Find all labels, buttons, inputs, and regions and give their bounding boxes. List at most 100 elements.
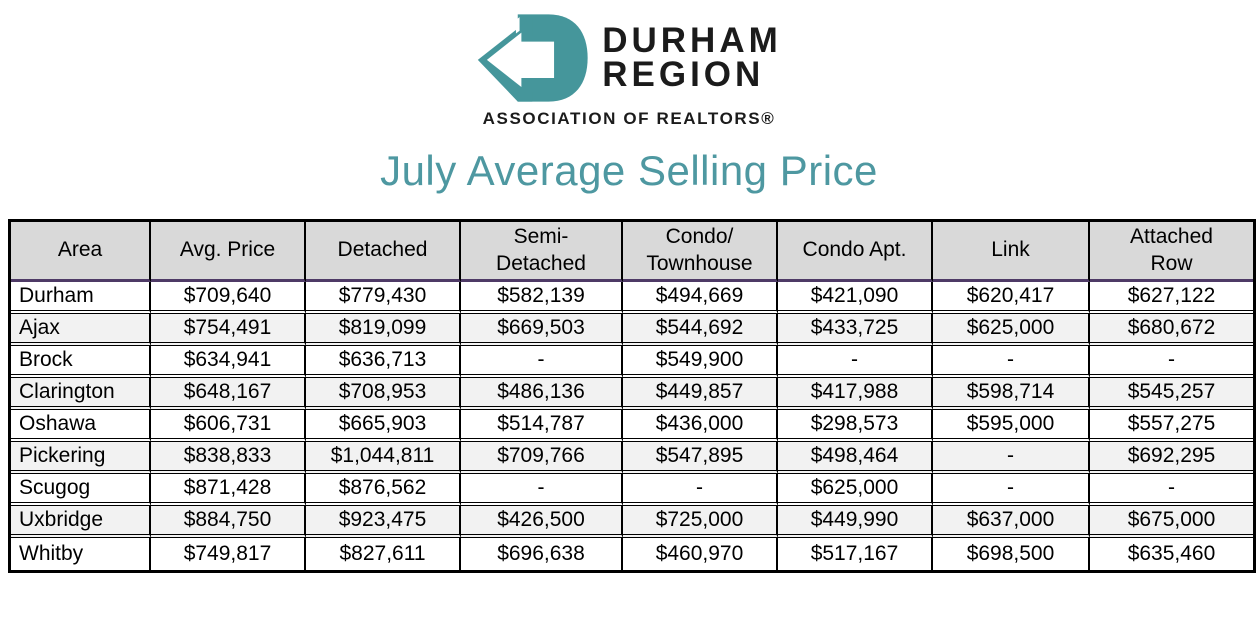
price-cell: $620,417 (933, 282, 1090, 314)
price-cell: $725,000 (623, 506, 778, 538)
column-header-area: Area (11, 222, 151, 282)
column-header-avg-price: Avg. Price (151, 222, 306, 282)
logo-wordmark: DURHAM REGION (602, 21, 782, 94)
price-cell: $514,787 (461, 410, 623, 442)
price-cell: $779,430 (306, 282, 461, 314)
area-cell: Ajax (11, 314, 151, 346)
page-title: July Average Selling Price (380, 147, 878, 194)
column-header-detached: Detached (306, 222, 461, 282)
price-cell: $557,275 (1090, 410, 1253, 442)
price-cell: $698,500 (933, 538, 1090, 570)
table-row: Ajax $754,491 $819,099 $669,503 $544,692 $433… (11, 314, 1253, 346)
price-cell: $417,988 (778, 378, 933, 410)
table-row: Durham $709,640 $779,430 $582,139 $494,669 $4… (11, 282, 1253, 314)
price-cell: $838,833 (151, 442, 306, 474)
price-cell: $819,099 (306, 314, 461, 346)
price-cell: $494,669 (623, 282, 778, 314)
logo-word-region: REGION (602, 55, 765, 94)
price-table: Area Avg. Price Detached Semi- Detached … (8, 219, 1256, 573)
table-row: Clarington $648,167 $708,953 $486,136 $449,8… (11, 378, 1253, 410)
price-cell: - (933, 346, 1090, 378)
price-cell: - (1090, 474, 1253, 506)
price-cell: $582,139 (461, 282, 623, 314)
logo-word-durham: DURHAM (602, 21, 782, 61)
price-cell: $876,562 (306, 474, 461, 506)
price-cell: $827,611 (306, 538, 461, 570)
price-cell: - (1090, 346, 1253, 378)
price-cell: $460,970 (623, 538, 778, 570)
price-cell: - (778, 346, 933, 378)
logo-subtitle: ASSOCIATION OF REALTORS® (482, 109, 776, 128)
price-cell: - (461, 346, 623, 378)
price-cell: $871,428 (151, 474, 306, 506)
price-cell: $426,500 (461, 506, 623, 538)
logo-top: DURHAM REGION (476, 10, 782, 106)
price-cell: $498,464 (778, 442, 933, 474)
area-cell: Oshawa (11, 410, 151, 442)
area-cell: Uxbridge (11, 506, 151, 538)
price-cell: $754,491 (151, 314, 306, 346)
price-cell: $709,640 (151, 282, 306, 314)
durham-region-logo: DURHAM REGION ASSOCIATION OF REALTORS® (0, 10, 1258, 129)
table-row: Brock $634,941 $636,713- $549,900- - - (11, 346, 1253, 378)
price-cell: $606,731 (151, 410, 306, 442)
price-cell: $665,903 (306, 410, 461, 442)
table-row: Whitby $749,817 $827,611 $696,638 $460,970 $5… (11, 538, 1253, 570)
price-cell: $544,692 (623, 314, 778, 346)
area-cell: Whitby (11, 538, 151, 570)
column-header-semi-detached: Semi- Detached (461, 222, 623, 282)
column-header-condo-townhouse: Condo/ Townhouse (623, 222, 778, 282)
area-cell: Durham (11, 282, 151, 314)
price-cell: $636,713 (306, 346, 461, 378)
price-cell: $549,900 (623, 346, 778, 378)
price-cell: $421,090 (778, 282, 933, 314)
price-cell: - (623, 474, 778, 506)
price-cell: $449,990 (778, 506, 933, 538)
price-cell: $669,503 (461, 314, 623, 346)
price-cell: $675,000 (1090, 506, 1253, 538)
price-cell: $637,000 (933, 506, 1090, 538)
price-cell: $547,895 (623, 442, 778, 474)
table-row: Scugog $871,428 $876,562- - $625,000- - (11, 474, 1253, 506)
column-header-link: Link (933, 222, 1090, 282)
price-cell: $449,857 (623, 378, 778, 410)
column-header-condo-apt: Condo Apt. (778, 222, 933, 282)
column-header-attached-row: Attached Row (1090, 222, 1253, 282)
price-cell: $634,941 (151, 346, 306, 378)
price-cell: $627,122 (1090, 282, 1253, 314)
price-cell: $598,714 (933, 378, 1090, 410)
area-cell: Clarington (11, 378, 151, 410)
price-cell: $884,750 (151, 506, 306, 538)
area-cell: Scugog (11, 474, 151, 506)
price-cell: $433,725 (778, 314, 933, 346)
price-cell: $517,167 (778, 538, 933, 570)
area-cell: Pickering (11, 442, 151, 474)
price-table-body: Durham $709,640 $779,430 $582,139 $494,669 $4… (11, 282, 1253, 570)
table-row: Pickering $838,833 $1,044,811 $709,766 $547,… (11, 442, 1253, 474)
price-cell: - (933, 474, 1090, 506)
price-cell: $648,167 (151, 378, 306, 410)
price-cell: $749,817 (151, 538, 306, 570)
price-cell: $1,044,811 (306, 442, 461, 474)
price-cell: $680,672 (1090, 314, 1253, 346)
price-cell: - (461, 474, 623, 506)
price-cell: $696,638 (461, 538, 623, 570)
price-cell: $625,000 (778, 474, 933, 506)
price-cell: - (933, 442, 1090, 474)
price-cell: $625,000 (933, 314, 1090, 346)
price-cell: $923,475 (306, 506, 461, 538)
price-cell: $298,573 (778, 410, 933, 442)
area-cell: Brock (11, 346, 151, 378)
house-d-logo-icon (478, 14, 588, 102)
table-header-row: Area Avg. Price Detached Semi- Detached … (11, 222, 1253, 282)
price-cell: $708,953 (306, 378, 461, 410)
price-cell: $436,000 (623, 410, 778, 442)
table-row: Uxbridge $884,750 $923,475 $426,500 $725,000… (11, 506, 1253, 538)
price-cell: $709,766 (461, 442, 623, 474)
price-cell: $635,460 (1090, 538, 1253, 570)
table-row: Oshawa $606,731 $665,903 $514,787 $436,000 $2… (11, 410, 1253, 442)
price-cell: $595,000 (933, 410, 1090, 442)
price-cell: $486,136 (461, 378, 623, 410)
price-cell: $545,257 (1090, 378, 1253, 410)
price-cell: $692,295 (1090, 442, 1253, 474)
